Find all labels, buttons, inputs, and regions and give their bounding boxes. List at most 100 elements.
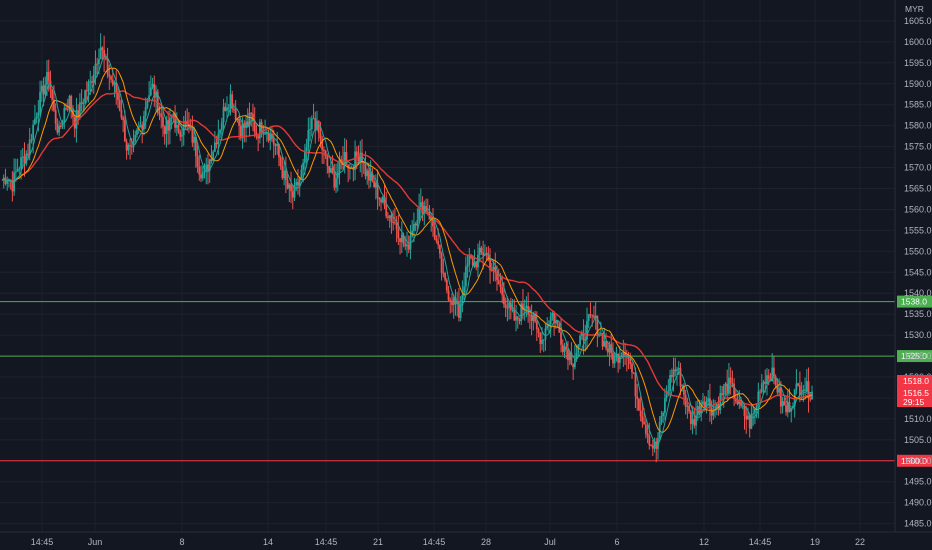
candle-body: [783, 401, 786, 406]
candle-body: [582, 333, 585, 341]
candle-body: [532, 314, 535, 321]
candle-body: [608, 344, 611, 353]
level-label-bg: [897, 295, 932, 308]
candle-body: [809, 398, 812, 400]
candle-body: [172, 113, 175, 118]
candle-body: [553, 313, 556, 324]
candle-body: [229, 94, 232, 108]
candle-body: [703, 401, 706, 408]
candle-body: [143, 116, 145, 130]
candle-body: [669, 375, 671, 391]
candle-body: [722, 386, 725, 395]
candle-body: [14, 171, 17, 173]
candle-body: [387, 216, 389, 218]
candle-body: [750, 413, 753, 429]
time-axis[interactable]: 14:45 Jun 8 14 14:45 21 14:45 28 Jul 6 12 14:45 19 22: [31, 537, 865, 547]
candle-body: [333, 173, 336, 188]
candle-body: [546, 325, 549, 329]
level-label: 1500.0: [901, 456, 927, 466]
candle-body: [670, 375, 673, 377]
y-tick-label: 1485.0: [904, 519, 932, 529]
x-tick-label: 14:45: [315, 537, 338, 547]
candle-body: [63, 108, 66, 122]
candle-body: [587, 314, 590, 322]
candle-body: [340, 159, 343, 161]
candle-body: [577, 344, 580, 354]
candle-body: [203, 170, 206, 173]
candle-body: [25, 153, 28, 164]
candle-body: [162, 117, 164, 127]
candle-body: [85, 90, 88, 92]
candle-body: [144, 107, 147, 117]
candle-body: [338, 159, 341, 173]
y-tick-label: 1495.0: [904, 477, 932, 487]
candle-body: [28, 139, 31, 156]
candle-body: [111, 79, 114, 85]
candle-body: [548, 324, 550, 326]
candle-body: [719, 393, 722, 411]
candle-body: [525, 305, 528, 309]
candle-body: [335, 178, 337, 188]
candle-body: [84, 90, 86, 103]
candle-body: [11, 181, 14, 192]
candle-body: [96, 63, 99, 65]
candle-body: [70, 95, 73, 111]
candle-body: [357, 156, 360, 162]
candle-body: [452, 297, 455, 305]
candle-body: [468, 254, 471, 265]
candle-body: [262, 132, 265, 135]
candle-body: [601, 333, 604, 347]
candle-body: [385, 205, 388, 217]
candle-body: [447, 290, 450, 301]
y-tick-label: 1500.0: [904, 456, 932, 466]
horizontal-levels[interactable]: 1538.0 1525.0 1500.0: [0, 295, 932, 467]
candle-body: [622, 352, 625, 357]
candle-body: [620, 356, 623, 358]
candle-body: [759, 391, 761, 393]
candle-body: [726, 383, 729, 394]
candle-body: [317, 120, 320, 134]
candle-body: [233, 108, 235, 110]
candle-body: [535, 321, 538, 330]
candle-body: [75, 110, 78, 129]
candle-body: [222, 106, 225, 123]
candle-body: [795, 383, 798, 390]
candle-body: [580, 333, 583, 336]
candle-body: [426, 211, 429, 213]
candle-body: [281, 166, 284, 179]
candle-body: [549, 316, 552, 325]
candle-body: [683, 385, 685, 396]
candle-body: [589, 314, 592, 316]
candle-body: [520, 303, 523, 322]
candle-body: [362, 162, 365, 164]
candle-body: [208, 159, 211, 171]
candle-body: [40, 85, 43, 92]
y-tick-label: 1525.0: [904, 351, 932, 361]
candle-body: [260, 122, 263, 133]
candle-body: [241, 124, 244, 139]
candle-body: [702, 401, 704, 404]
candle-body: [509, 302, 512, 310]
candle-body: [355, 151, 358, 157]
candle-body: [298, 178, 301, 186]
candle-body: [641, 416, 644, 423]
candle-body: [466, 264, 469, 267]
candle-body: [283, 170, 286, 179]
candle-body: [53, 99, 55, 111]
candle-body: [364, 162, 367, 177]
candle-body: [125, 141, 128, 151]
candle-body: [565, 346, 568, 350]
candle-body: [361, 152, 363, 164]
candle-body: [99, 47, 102, 60]
candle-body: [738, 399, 741, 405]
candle-body: [177, 124, 180, 132]
candle-body: [213, 142, 216, 152]
candle-body: [366, 170, 369, 177]
candle-body: [786, 402, 789, 413]
candle-body: [560, 332, 562, 345]
candle-body: [686, 405, 689, 407]
candle-body: [319, 133, 322, 139]
moving-average-line: [1, 90, 813, 412]
